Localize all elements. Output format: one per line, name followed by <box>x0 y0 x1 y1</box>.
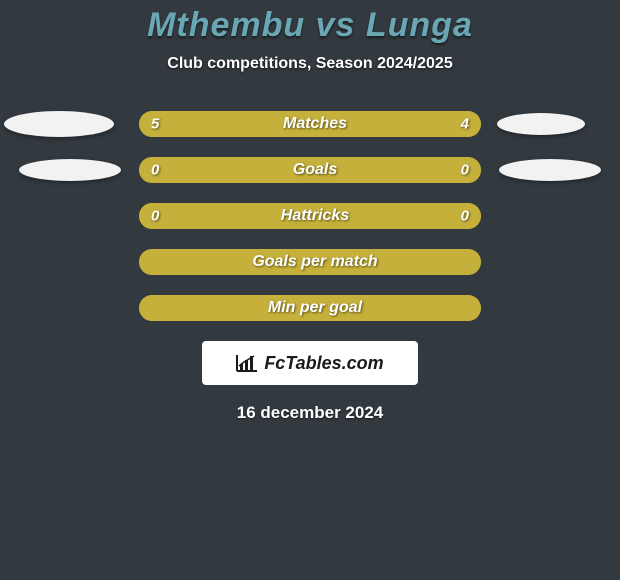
bar-chart-icon <box>236 354 258 372</box>
stat-row: Goals 0 0 <box>139 157 481 183</box>
stat-fill-left <box>139 157 310 183</box>
brand-box: FcTables.com <box>202 341 418 385</box>
comparison-card: Mthembu vs Lunga Club competitions, Seas… <box>0 0 620 580</box>
stat-row: Goals per match <box>139 249 481 275</box>
player-ellipse <box>499 159 601 181</box>
date-caption: 16 december 2024 <box>0 403 620 423</box>
page-title: Mthembu vs Lunga <box>0 0 620 45</box>
stat-value-left: 0 <box>151 162 159 179</box>
stat-label: Goals <box>293 161 337 179</box>
stat-row: Min per goal <box>139 295 481 321</box>
player-ellipse <box>19 159 121 181</box>
stat-row: Matches 5 4 <box>139 111 481 137</box>
stat-fill-right <box>329 111 481 137</box>
stat-value-left: 0 <box>151 208 159 225</box>
stat-row: Hattricks 0 0 <box>139 203 481 229</box>
stat-value-left: 5 <box>151 116 159 133</box>
brand-text: FcTables.com <box>264 353 383 374</box>
stat-value-right: 0 <box>461 208 469 225</box>
subtitle: Club competitions, Season 2024/2025 <box>0 55 620 73</box>
player-ellipse <box>497 113 585 135</box>
stat-rows: Matches 5 4 Goals 0 0 Hattricks 0 0 Goals per mat… <box>0 111 620 321</box>
stat-label: Min per goal <box>268 299 362 317</box>
player-ellipse <box>4 111 114 137</box>
stat-value-right: 4 <box>461 116 469 133</box>
stat-value-right: 0 <box>461 162 469 179</box>
stat-label: Matches <box>283 115 347 133</box>
stat-label: Goals per match <box>252 253 377 271</box>
stat-label: Hattricks <box>281 207 349 225</box>
